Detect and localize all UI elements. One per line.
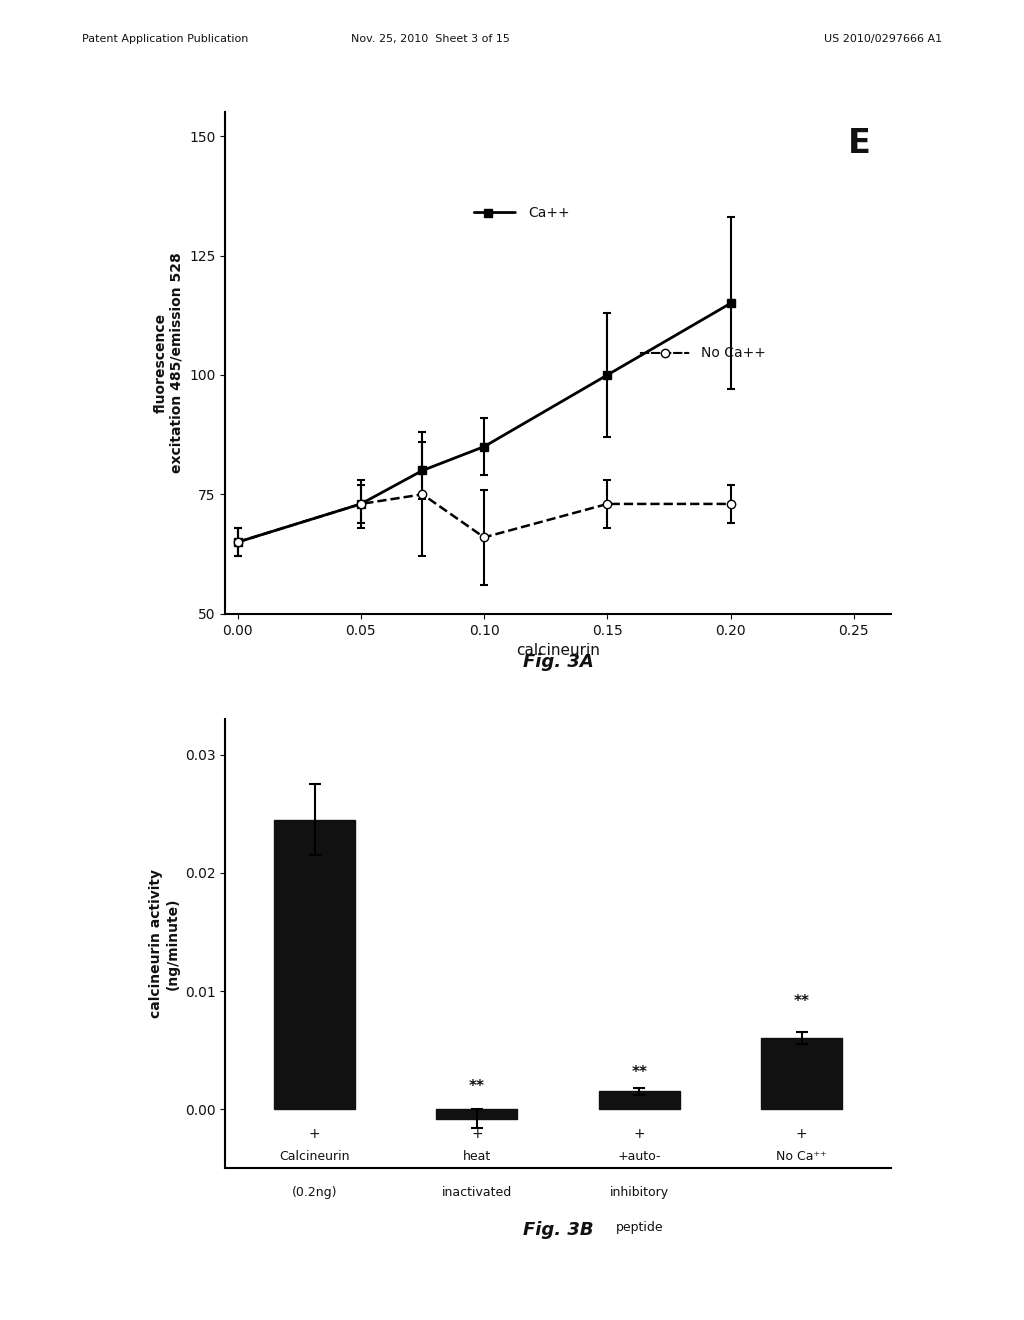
- Text: **: **: [794, 994, 810, 1008]
- Text: Patent Application Publication: Patent Application Publication: [82, 34, 248, 45]
- Text: Nov. 25, 2010  Sheet 3 of 15: Nov. 25, 2010 Sheet 3 of 15: [350, 34, 510, 45]
- Text: inhibitory: inhibitory: [609, 1185, 669, 1199]
- Y-axis label: fluorescence
excitation 485/emission 528: fluorescence excitation 485/emission 528: [154, 252, 183, 474]
- Text: +: +: [471, 1127, 482, 1140]
- Text: peptide: peptide: [615, 1221, 664, 1234]
- Bar: [761, 1039, 842, 1109]
- Text: heat: heat: [463, 1151, 492, 1163]
- Text: US 2010/0297666 A1: US 2010/0297666 A1: [824, 34, 942, 45]
- Text: **: **: [469, 1078, 485, 1094]
- Text: +auto-: +auto-: [617, 1151, 662, 1163]
- Text: Calcineurin: Calcineurin: [280, 1151, 350, 1163]
- Y-axis label: calcineurin activity
(ng/minute): calcineurin activity (ng/minute): [150, 870, 179, 1018]
- Text: Fig. 3B: Fig. 3B: [523, 1221, 593, 1239]
- Bar: [436, 1109, 517, 1118]
- Text: inactivated: inactivated: [441, 1185, 512, 1199]
- X-axis label: calcineurin: calcineurin: [516, 643, 600, 659]
- Text: No Ca++: No Ca++: [701, 346, 766, 360]
- Text: (0.2ng): (0.2ng): [292, 1185, 337, 1199]
- Bar: [274, 820, 355, 1109]
- Text: +: +: [634, 1127, 645, 1140]
- Text: E: E: [848, 127, 870, 160]
- Bar: [599, 1092, 680, 1109]
- Text: +: +: [309, 1127, 321, 1140]
- Text: No Ca⁺⁺: No Ca⁺⁺: [776, 1151, 827, 1163]
- Text: Ca++: Ca++: [528, 206, 569, 219]
- Text: **: **: [631, 1065, 647, 1080]
- Text: Fig. 3A: Fig. 3A: [522, 653, 594, 672]
- Text: +: +: [796, 1127, 807, 1140]
